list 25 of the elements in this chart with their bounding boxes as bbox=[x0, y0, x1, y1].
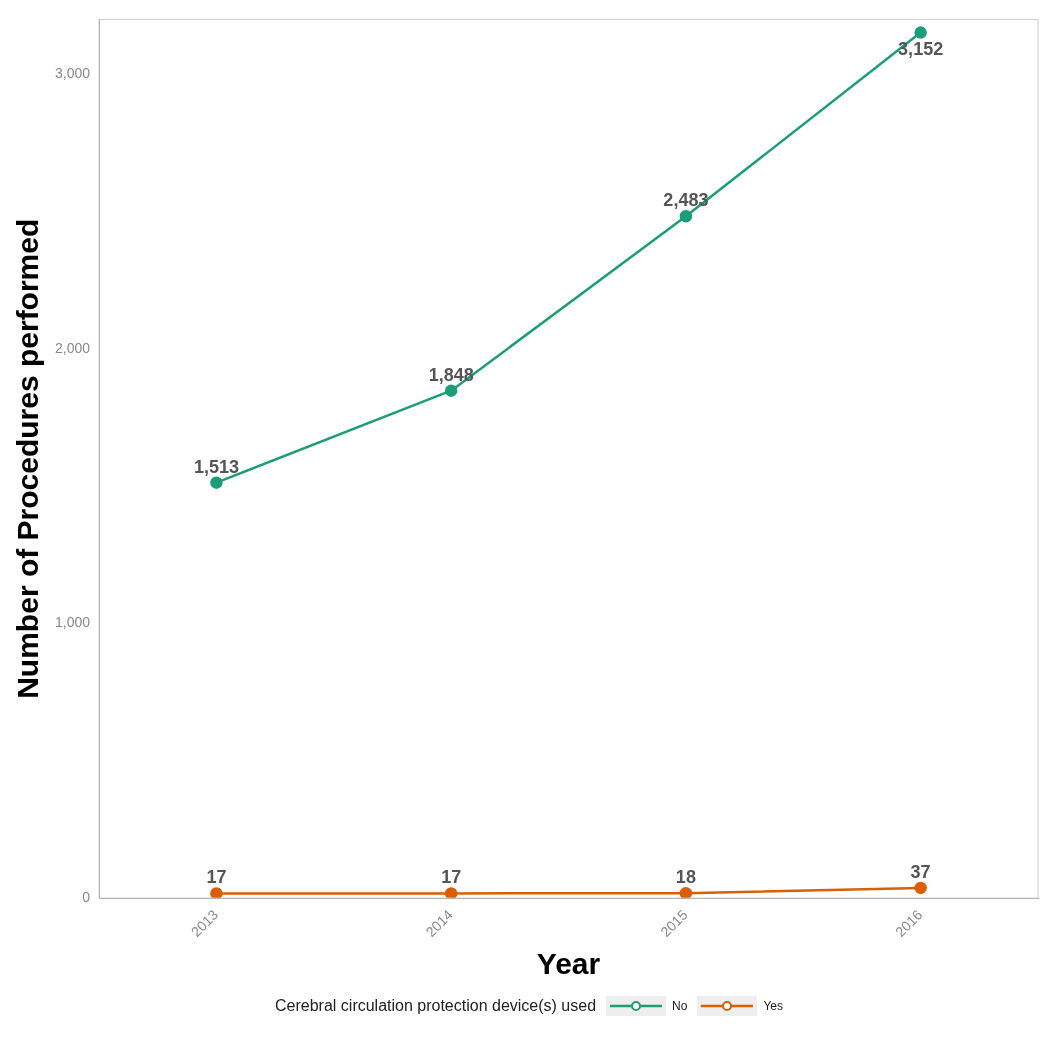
legend-label: Yes bbox=[763, 999, 783, 1013]
data-label: 37 bbox=[910, 861, 931, 882]
data-label: 1,848 bbox=[428, 364, 474, 385]
legend-title: Cerebral circulation protection device(s) used bbox=[275, 997, 597, 1015]
data-label: 17 bbox=[441, 867, 462, 888]
point bbox=[914, 881, 927, 895]
point bbox=[210, 887, 223, 899]
point bbox=[444, 887, 458, 899]
y-tick-label: 0 bbox=[82, 888, 91, 905]
point bbox=[679, 886, 693, 899]
data-label: 17 bbox=[206, 867, 227, 888]
point bbox=[914, 26, 927, 39]
point bbox=[679, 210, 693, 223]
point bbox=[444, 384, 458, 397]
y-axis-title: Number of Procedures performed bbox=[11, 218, 45, 699]
y-tick-label: 1,000 bbox=[54, 614, 91, 631]
data-label: 18 bbox=[675, 867, 696, 888]
y-tick-label: 3,000 bbox=[54, 65, 91, 82]
y-tick-label: 2,000 bbox=[54, 339, 91, 356]
legend-label: No bbox=[672, 999, 688, 1013]
data-label: 1,513 bbox=[193, 456, 239, 477]
data-label: 2,483 bbox=[663, 190, 709, 211]
x-axis-title: Year bbox=[536, 947, 601, 981]
data-label: 3,152 bbox=[898, 38, 944, 59]
point bbox=[210, 476, 223, 489]
